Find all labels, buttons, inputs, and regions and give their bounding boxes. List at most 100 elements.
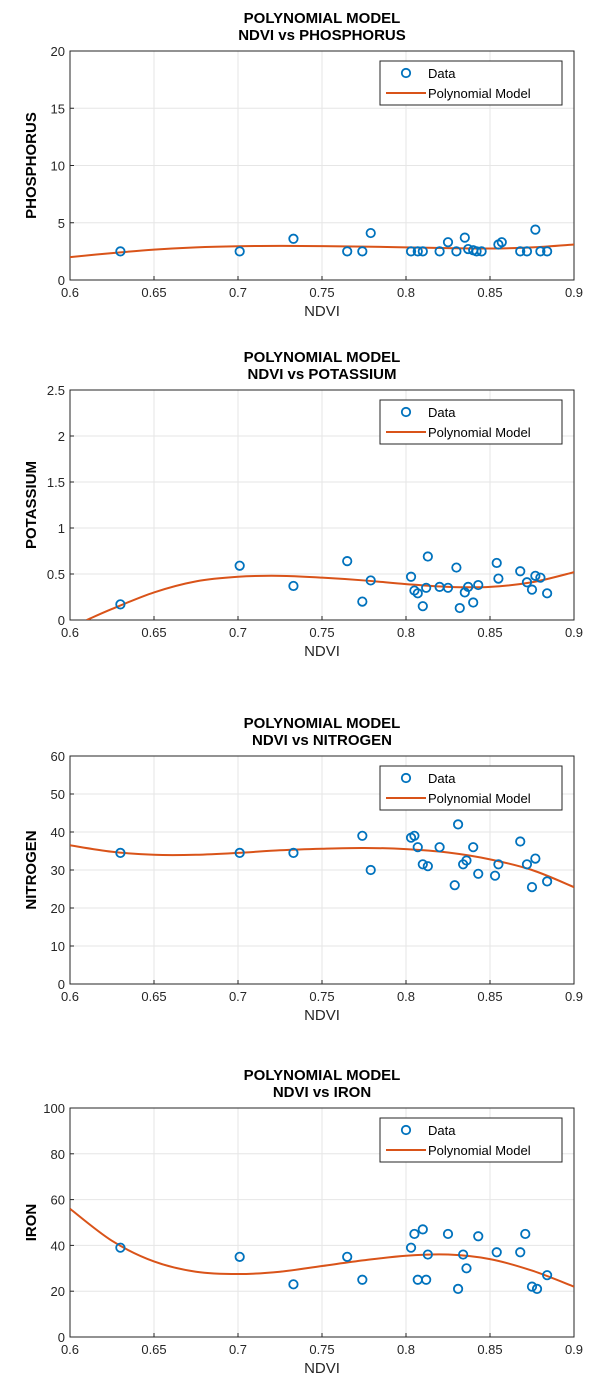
data-point — [530, 570, 541, 581]
x-axis-label: NDVI — [304, 1360, 340, 1377]
data-point — [452, 1283, 464, 1295]
x-tick-label: 0.8 — [397, 285, 415, 300]
x-tick-label: 0.7 — [229, 1342, 247, 1357]
y-tick-label: 5 — [58, 216, 65, 231]
x-tick-label: 0.85 — [477, 625, 502, 640]
data-point — [449, 880, 460, 891]
x-tick-label: 0.75 — [309, 989, 334, 1004]
legend-label-data: Data — [428, 66, 456, 81]
data-point — [357, 246, 368, 257]
data-point — [473, 579, 484, 591]
y-tick-label: 40 — [51, 825, 65, 840]
data-point — [493, 859, 504, 870]
legend: Data Polynomial Model — [379, 765, 563, 811]
data-point — [542, 1270, 553, 1281]
data-point — [357, 1274, 368, 1285]
data-point — [493, 573, 504, 584]
y-tick-label: 100 — [43, 1101, 65, 1116]
data-point — [535, 572, 546, 583]
data-point — [521, 577, 533, 588]
data-point — [461, 1263, 472, 1274]
y-tick-label: 10 — [51, 159, 65, 174]
data-point — [442, 582, 454, 593]
data-point — [434, 842, 445, 853]
data-point — [520, 1228, 531, 1240]
data-point — [288, 233, 299, 244]
x-tick-label: 0.85 — [477, 1342, 502, 1357]
legend-label-model: Polynomial Model — [428, 1143, 531, 1158]
x-tick-label: 0.75 — [309, 1342, 334, 1357]
data-point — [530, 853, 541, 864]
chart-title: POLYNOMIAL MODEL — [244, 349, 401, 366]
y-tick-label: 60 — [51, 1193, 65, 1208]
data-point — [542, 876, 553, 887]
x-tick-label: 0.65 — [141, 625, 166, 640]
data-point — [491, 1247, 502, 1258]
data-point — [542, 246, 553, 257]
data-point — [234, 560, 245, 571]
data-point — [365, 864, 376, 876]
legend-box — [379, 399, 563, 445]
x-tick-label: 0.65 — [141, 285, 166, 300]
x-axis-label: NDVI — [304, 643, 340, 660]
y-tick-label: 10 — [51, 939, 65, 954]
data-point — [434, 246, 445, 257]
data-point — [491, 557, 502, 569]
data-point — [459, 232, 470, 243]
data-point — [473, 1231, 484, 1242]
data-point — [234, 847, 245, 859]
x-tick-label: 0.8 — [397, 989, 415, 1004]
x-axis-label: NDVI — [304, 303, 340, 320]
data-point — [412, 246, 423, 257]
data-point — [288, 1279, 299, 1290]
legend-label-data: Data — [428, 405, 456, 420]
data-point — [234, 1251, 245, 1262]
data-point — [463, 581, 474, 592]
data-point — [288, 847, 299, 859]
data-point — [535, 246, 546, 257]
x-tick-label: 0.7 — [229, 989, 247, 1004]
data-point — [417, 859, 428, 870]
data-point — [365, 227, 376, 239]
data-point — [473, 868, 484, 879]
data-point — [288, 580, 299, 592]
data-point — [452, 819, 464, 830]
legend-box — [379, 1117, 563, 1163]
data-point — [422, 861, 433, 872]
y-tick-label: 2 — [58, 429, 65, 444]
legend-data-marker — [400, 67, 412, 79]
data-point — [521, 859, 533, 870]
data-point — [417, 1224, 428, 1235]
y-tick-label: 40 — [51, 1238, 65, 1253]
data-point — [526, 1281, 538, 1292]
data-point — [515, 836, 526, 847]
x-tick-label: 0.8 — [397, 1342, 415, 1357]
legend-label-data: Data — [428, 771, 456, 786]
data-point — [496, 237, 507, 248]
data-point — [365, 575, 376, 586]
data-point — [409, 1228, 420, 1240]
data-point — [451, 562, 462, 573]
data-point — [542, 588, 553, 599]
y-tick-label: 1.5 — [47, 475, 65, 490]
data-point — [530, 224, 541, 235]
data-point — [442, 237, 454, 248]
data-point — [422, 551, 433, 562]
x-tick-label: 0.75 — [309, 625, 334, 640]
data-point — [526, 584, 538, 595]
data-point — [421, 1274, 432, 1285]
data-point — [531, 1283, 543, 1295]
legend: Data Polynomial Model — [379, 60, 563, 106]
x-tick-label: 0.85 — [477, 989, 502, 1004]
data-point — [417, 601, 428, 612]
data-point — [442, 1228, 454, 1240]
data-point — [521, 246, 533, 257]
data-point — [422, 1249, 433, 1260]
y-tick-label: 20 — [51, 44, 65, 59]
chart-title: POLYNOMIAL MODEL — [244, 715, 401, 732]
data-point — [515, 566, 526, 577]
data-point — [471, 246, 482, 257]
data-point — [342, 556, 353, 567]
